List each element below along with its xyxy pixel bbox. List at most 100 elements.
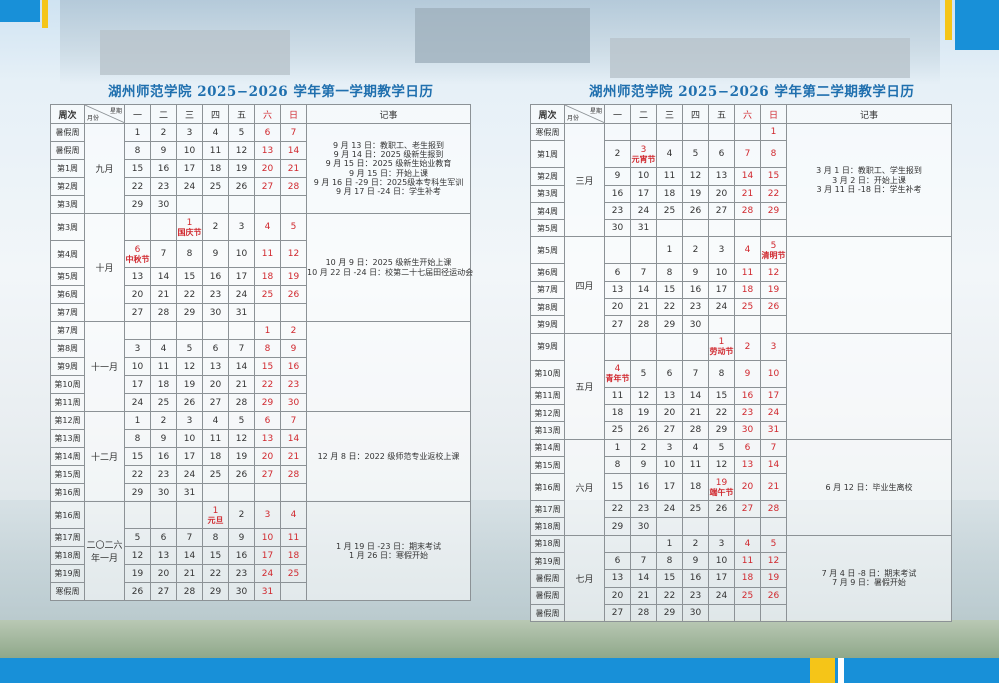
day-cell: 27 (604, 315, 631, 334)
week-label: 第13周 (50, 429, 85, 448)
note-line: 9 月 14 日：2025 级新生报到 (333, 150, 444, 160)
day-cell: 27 (124, 303, 151, 322)
grass-background (0, 620, 999, 658)
day-cell: 4 (734, 534, 761, 554)
day-cell: 12 (280, 240, 307, 268)
day-cell: 10 (176, 141, 203, 160)
week-label: 第7周 (50, 321, 85, 340)
day-cell: 21 (176, 564, 203, 583)
week-label: 第18周 (530, 517, 565, 536)
calendar-table-semester-1: 周次 星期 月份一二三四五六日记事 暑假周 九月 1 2 3 4 5 6 7 9 月 13 日：教职工、… (50, 104, 473, 601)
week-row: 第14周 六月 1 2 3 4 5 6 7 6 月 12 日：毕业生离校 (530, 438, 952, 536)
day-cell: 25 (734, 586, 761, 605)
day-cell: 21 (280, 159, 307, 178)
day-cell: 9 (682, 552, 709, 571)
day-cell: 26 (124, 582, 151, 601)
day-cell: 9 (228, 528, 255, 547)
day-cell: 19 (228, 159, 255, 178)
day-cell: 28 (630, 603, 657, 623)
day-cell (734, 315, 761, 334)
day-cell: 15 (176, 267, 203, 286)
day-cell: 3 (708, 534, 735, 554)
day-cell: 11 (656, 167, 683, 186)
note-line: 3 月 2 日：开始上课 (832, 175, 906, 185)
week-label: 第7周 (50, 303, 85, 322)
day-cell (760, 315, 787, 334)
day-cell: 16 (682, 569, 709, 588)
day-cell: 28 (176, 582, 203, 601)
blue-accent (955, 0, 999, 50)
day-cell: 7 (176, 528, 203, 547)
day-cell: 21 (760, 473, 787, 502)
day-cell: 3 (760, 332, 787, 361)
week-label: 第9周 (50, 357, 85, 376)
day-cell: 17 (630, 184, 657, 203)
week-label: 第11周 (50, 393, 85, 412)
week-row: 第9周 五月 1 劳动节 2 3 (530, 332, 952, 440)
day-cell (760, 517, 787, 536)
notes-cell: 10 月 9 日：2025 级新生开始上课 10 月 22 日 -24 日：校第二… (306, 213, 473, 322)
week-label: 第3周 (530, 184, 565, 203)
day-cell: 8 (656, 552, 683, 571)
building-image (415, 8, 590, 63)
day-cell: 19 (124, 564, 151, 583)
week-label: 第9周 (530, 315, 565, 334)
day-cell: 10 (228, 240, 255, 268)
day-cell: 7 (630, 263, 657, 282)
week-label: 第3周 (50, 213, 85, 241)
week-label: 第9周 (530, 332, 565, 361)
week-label: 第12周 (530, 403, 565, 423)
day-cell (280, 483, 307, 502)
day-cell: 10 (176, 429, 203, 448)
day-cell (682, 219, 709, 238)
week-label: 第1周 (530, 140, 565, 169)
day-cell: 10 (708, 552, 735, 571)
day-cell: 24 (708, 298, 735, 317)
day-cell: 31 (254, 582, 281, 601)
building-image (610, 38, 910, 78)
day-cell (734, 122, 761, 142)
day-cell: 14 (630, 280, 657, 300)
note-line: 9 月 16 日 -29 日：2025级本专科生军训 (313, 177, 464, 187)
day-cell: 8 (176, 240, 203, 268)
day-cell: 16 (604, 184, 631, 203)
holiday-label: 中秋节 (125, 254, 150, 264)
day-cell: 1 (656, 236, 683, 265)
day-cell: 25 (202, 177, 229, 196)
day-cell: 14 (280, 429, 307, 448)
day-cell: 16 (734, 386, 761, 405)
day-cell: 5 (682, 140, 709, 169)
day-cell (734, 603, 761, 623)
day-cell: 15 (604, 473, 631, 502)
day-cell: 8 (202, 528, 229, 547)
day-cell: 1 (254, 321, 281, 340)
month-label: 七月 (564, 534, 605, 623)
day-cell: 26 (280, 285, 307, 304)
day-cell: 2 (202, 213, 229, 241)
day-cell: 3 (176, 123, 203, 142)
day-cell: 18 (202, 447, 229, 466)
day-cell: 1 (124, 123, 151, 142)
week-label: 寒假周 (530, 122, 565, 142)
holiday-label: 元宵节 (631, 154, 656, 164)
week-label: 第15周 (50, 465, 85, 484)
day-cell: 2 (150, 411, 177, 430)
day-cell: 14 (760, 455, 787, 475)
week-label: 第4周 (50, 240, 85, 268)
day-cell (630, 236, 657, 265)
day-cell: 10 (124, 357, 151, 376)
notes-cell (786, 332, 952, 440)
day-cell: 23 (682, 298, 709, 317)
day-cell: 12 (760, 552, 787, 571)
week-label: 第8周 (530, 298, 565, 317)
week-row: 第10周 17 18 19 20 21 22 23 (50, 375, 471, 394)
day-cell: 6 中秋节 (124, 240, 151, 268)
day-cell: 25 (150, 393, 177, 412)
day-cell (656, 332, 683, 361)
note-line: 1 月 19 日 -23 日：期末考试 (335, 541, 442, 551)
week-label: 第13周 (530, 421, 565, 440)
day-cell: 9 (630, 455, 657, 475)
day-cell: 10 (708, 263, 735, 282)
month-label: 五月 (564, 332, 605, 440)
header-weekday-month: 星期 月份 (84, 104, 125, 124)
